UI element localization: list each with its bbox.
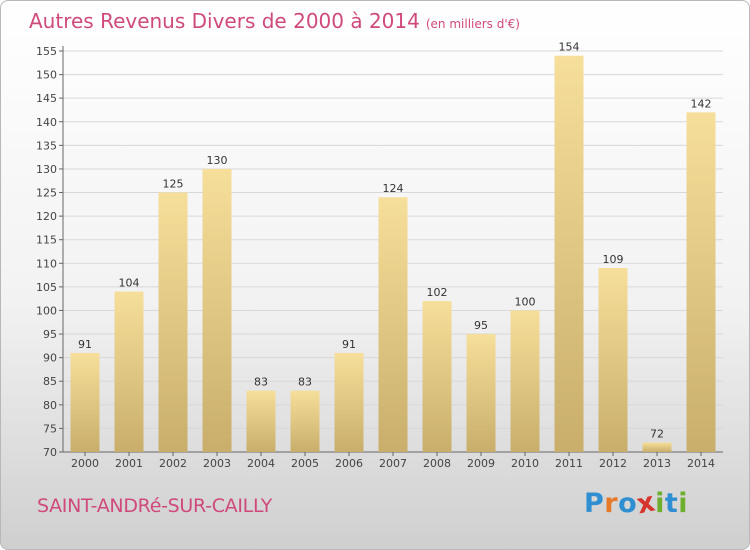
bars: 91 104 125 130 83 83 91 124 102 95 100 154 109 72 142	[70, 41, 716, 453]
data-label-2001: 104	[119, 277, 140, 290]
commune-name: SAINT-ANDRé-SUR-CAILLY	[37, 495, 273, 517]
y-tick-label: 80	[43, 399, 57, 412]
y-tick-label: 135	[36, 139, 57, 152]
x-tick-label-2002: 2002	[159, 457, 187, 470]
x-tick-label-2008: 2008	[423, 457, 451, 470]
x-tick-label-2006: 2006	[335, 457, 363, 470]
x-tick-label-2001: 2001	[115, 457, 143, 470]
x-tick-label-2013: 2013	[643, 457, 671, 470]
bar-2008	[422, 301, 452, 452]
x-tick-label-2010: 2010	[511, 457, 539, 470]
data-label-2006: 91	[342, 338, 356, 351]
x-tick-labels: 2000 2001 2002 2003 2004 2005 2006 2007 2008 2009…	[71, 457, 715, 470]
bar-2003	[202, 168, 232, 453]
bar-2002	[158, 192, 188, 452]
logo-letter: P	[584, 488, 605, 519]
data-label-2005: 83	[298, 376, 312, 389]
x-tick-label-2005: 2005	[291, 457, 319, 470]
data-label-2011: 154	[559, 41, 580, 54]
chart-title: Autres Revenus Divers de 2000 à 2014 (en …	[29, 9, 520, 33]
x-tick-label-2004: 2004	[247, 457, 275, 470]
y-tick-label: 110	[36, 257, 57, 270]
y-tick-label: 85	[43, 375, 57, 388]
bar-2011	[554, 55, 584, 452]
data-label-2008: 102	[427, 286, 448, 299]
data-label-2010: 100	[515, 295, 536, 308]
bar-2000	[70, 352, 100, 452]
y-tick-label: 120	[36, 210, 57, 223]
bar-2006	[334, 352, 364, 452]
bar-2010	[510, 310, 540, 452]
x-tick-label-2007: 2007	[379, 457, 407, 470]
x-tick-label-2012: 2012	[599, 457, 627, 470]
data-label-2007: 124	[383, 182, 404, 195]
bar-2014	[686, 112, 716, 453]
logo-letter: i	[678, 488, 689, 519]
y-tick-label: 105	[36, 281, 57, 294]
title-main: Autres Revenus Divers de 2000 à 2014	[29, 9, 420, 33]
y-tick-label: 95	[43, 328, 57, 341]
data-label-2000: 91	[78, 338, 92, 351]
data-label-2004: 83	[254, 376, 268, 389]
logo-letter: t	[664, 488, 679, 519]
bar-2007	[378, 197, 408, 452]
bar-2009	[466, 334, 496, 452]
bar-2012	[598, 268, 628, 452]
y-tick-label: 90	[43, 352, 57, 365]
title-unit: (en milliers d'€)	[425, 17, 520, 31]
logo-letter: o	[618, 488, 638, 519]
logo-letter: i	[655, 488, 665, 519]
bar-2005	[290, 390, 320, 452]
data-label-2013: 72	[650, 428, 664, 441]
y-tick-label: 100	[36, 304, 57, 317]
y-tick-label: 125	[36, 187, 57, 200]
x-tick-label-2014: 2014	[687, 457, 715, 470]
y-tick-label: 115	[36, 234, 57, 247]
proxiti-logo[interactable]: Proxiti	[584, 486, 689, 520]
bar-2004	[246, 390, 276, 452]
y-tick-label: 75	[43, 422, 57, 435]
logo-letter: r	[604, 488, 619, 519]
x-tick-label-2003: 2003	[203, 457, 231, 470]
data-label-2003: 130	[207, 154, 228, 167]
y-tick-labels: 70 75 80 85 90 95 100 105 110 115 120 125 130 135 140 1…	[36, 45, 57, 459]
data-label-2014: 142	[691, 97, 712, 110]
data-label-2012: 109	[603, 253, 624, 266]
y-tick-label: 140	[36, 116, 57, 129]
y-tick-label: 155	[36, 45, 57, 58]
bar-2001	[114, 291, 144, 452]
x-tick-label-2009: 2009	[467, 457, 495, 470]
x-tick-label-2011: 2011	[555, 457, 583, 470]
x-tick-label-2000: 2000	[71, 457, 99, 470]
y-tick-label: 130	[36, 163, 57, 176]
bar-2013	[642, 442, 672, 452]
data-label-2009: 95	[474, 319, 488, 332]
y-tick-label: 150	[36, 69, 57, 82]
data-label-2002: 125	[163, 178, 184, 191]
y-tick-label: 70	[43, 446, 57, 459]
y-tick-label: 145	[36, 92, 57, 105]
